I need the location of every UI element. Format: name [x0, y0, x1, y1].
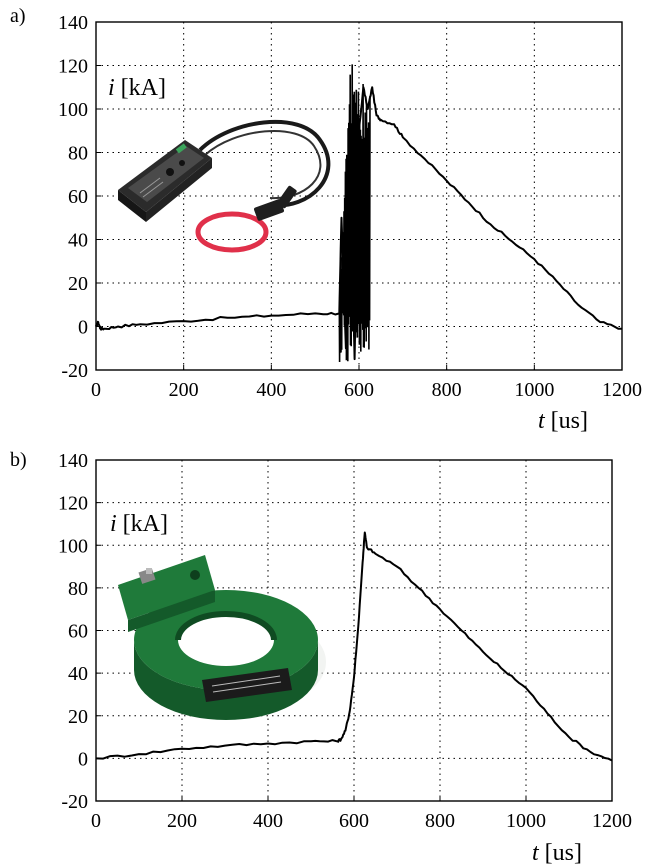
- x-tick-label: 1000: [506, 810, 546, 832]
- panel-label: a): [10, 5, 26, 27]
- x-tick-label: 800: [425, 810, 455, 832]
- y-tick-label: 140: [58, 12, 88, 34]
- x-axis-unit: [us]: [551, 408, 588, 434]
- x-axis-variable: t: [532, 840, 540, 866]
- y-tick-label: 20: [68, 273, 88, 295]
- y-axis-label: i [kA]: [108, 75, 166, 101]
- y-tick-label: 60: [68, 186, 88, 208]
- panel-label: b): [10, 449, 27, 471]
- x-tick-label: 600: [339, 810, 369, 832]
- oscillation-band: [338, 64, 371, 363]
- y-tick-label: 100: [58, 535, 88, 557]
- y-tick-label: 60: [68, 621, 88, 643]
- x-tick-label: 400: [256, 379, 286, 401]
- y-axis-label: i [kA]: [110, 511, 168, 537]
- x-axis-unit: [us]: [545, 840, 582, 866]
- y-tick-label: 80: [68, 578, 88, 600]
- x-axis-variable: t: [538, 408, 546, 434]
- y-tick-label: 20: [68, 706, 88, 728]
- y-tick-label: 0: [78, 317, 88, 339]
- y-tick-label: 0: [78, 748, 88, 770]
- y-tick-label: 140: [58, 450, 88, 472]
- y-axis-unit: [kA]: [121, 75, 166, 101]
- series-line: [95, 531, 613, 762]
- x-tick-label: 0: [91, 379, 101, 401]
- y-axis-variable: i: [110, 511, 117, 537]
- x-tick-label: 600: [344, 379, 374, 401]
- y-axis-unit: [kA]: [123, 511, 168, 537]
- x-tick-label: 400: [253, 810, 283, 832]
- x-axis-label: t [us]: [532, 840, 582, 866]
- x-tick-label: 200: [169, 379, 199, 401]
- x-tick-label: 800: [432, 379, 462, 401]
- y-tick-label: 40: [68, 663, 88, 685]
- y-tick-label: 80: [68, 143, 88, 165]
- panel-a: 0 200 400 600 800 1000 1200-200204060801001201…: [10, 5, 642, 434]
- y-axis-variable: i: [108, 75, 115, 101]
- x-tick-label: 0: [91, 810, 101, 832]
- x-tick-label: 1200: [602, 379, 642, 401]
- x-tick-label: 1000: [514, 379, 554, 401]
- y-tick-label: 100: [58, 99, 88, 121]
- y-tick-label: -20: [61, 791, 88, 813]
- rogowski-coil-photo: [118, 119, 331, 253]
- y-tick-label: 40: [68, 230, 88, 252]
- y-tick-label: -20: [61, 360, 88, 382]
- y-tick-label: 120: [58, 56, 88, 78]
- current-transformer-photo: [118, 555, 326, 720]
- x-tick-label: 200: [167, 810, 197, 832]
- x-tick-label: 1200: [592, 810, 632, 832]
- panel-b: 0 200 400 600 800 1000 1200-200204060801001201…: [10, 449, 632, 866]
- x-axis-label: t [us]: [538, 408, 588, 434]
- y-tick-label: 120: [58, 493, 88, 515]
